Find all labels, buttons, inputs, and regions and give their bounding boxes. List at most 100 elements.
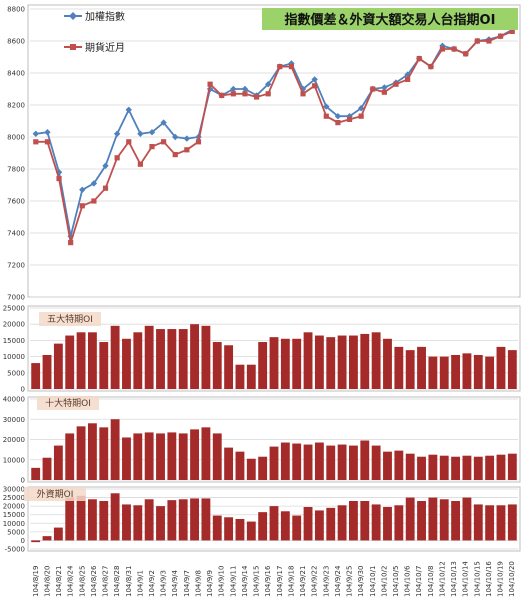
series-2-point [195,139,202,145]
series-1-point [311,76,318,83]
line-y-tick-label: 7000 [7,294,25,302]
x-tick-label: 104/10/5 [392,566,400,597]
x-tick-label: 104/9/4 [171,569,179,597]
bar [507,504,517,541]
bar [280,442,290,480]
series-2-point [474,38,480,44]
x-tick-label: 104/9/23 [322,566,330,597]
x-tick-label: 104/8/26 [90,565,98,597]
x-tick-label: 104/9/7 [183,570,191,597]
bar [303,332,313,389]
line-series-group [32,26,516,246]
legend: 加權指數 期貨近月 [64,10,125,54]
x-tick-label: 104/9/3 [160,570,168,597]
series-2-point [370,86,376,92]
bar [178,433,188,480]
bar [167,432,177,480]
x-tick-label: 104/8/19 [32,566,40,597]
bar [246,521,256,541]
series-1-point [404,71,411,78]
bar-panel-label-box [39,312,101,326]
bar-panels: 0500010000150002000025000五大特期OI010000200… [3,305,521,554]
series-1-point [183,135,191,142]
bar [42,536,52,541]
bar [258,342,268,389]
bar [451,501,461,541]
bar [326,337,336,389]
x-axis-labels: 104/8/19 104/8/20 104/8/21 104/8/24 104/8/25… [32,561,516,597]
bar [65,497,75,541]
bar [31,363,41,389]
series-2-point [405,76,411,82]
x-tick-label: 104/10/14 [462,561,470,597]
x-tick-label: 104/9/10 [218,566,226,597]
bar [42,457,52,480]
bar [417,346,426,389]
bar [76,426,86,480]
series-2-point [288,64,295,70]
x-tick-label: 104/10/19 [497,561,505,597]
series-2-point [497,33,504,39]
bar [31,540,41,543]
bar [326,507,336,541]
bar [280,338,290,389]
bar [485,356,495,389]
series-2-point [486,38,492,44]
series-2-point [126,139,132,145]
bar [269,337,279,389]
series-2-point [300,91,306,97]
bar-panel-label-box [24,487,86,501]
series-1-point [79,186,86,193]
line-y-tick-label: 8200 [7,102,25,110]
bar [349,445,358,480]
x-tick-label: 104/9/25 [346,566,354,597]
bar [383,451,392,480]
bar [87,332,97,389]
bar-y-tick-label: 30000 [3,486,25,494]
series-2-point [381,89,387,95]
bar [371,332,381,389]
x-tick-label: 104/9/18 [287,566,295,597]
bar [428,497,438,541]
series-2-point [44,139,51,145]
x-tick-label: 104/9/11 [229,566,237,597]
series-2-point [312,83,318,89]
bar [87,423,97,480]
bar [224,447,234,480]
bar [360,333,370,389]
series-line-2 [35,30,513,243]
x-tick-label: 104/10/20 [508,561,516,597]
bar [178,499,188,541]
series-1-point [357,105,365,112]
legend-label-2: 期貨近月 [85,41,125,54]
bar-y-tick-label: 20000 [3,436,25,444]
line-y-tick-label: 8600 [7,38,25,46]
bar-panel-label: 五大特期OI [47,313,93,325]
bar [394,346,404,389]
series-2-point [68,240,74,246]
series-1-point [125,106,132,113]
bar [65,335,75,389]
x-tick-label: 104/9/1 [136,570,144,597]
series-2-point [265,91,271,97]
bar [258,456,268,480]
bar-y-tick-label: 25000 [3,305,25,313]
bar [473,456,483,480]
x-tick-label: 104/9/24 [334,565,342,597]
legend-label-1: 加權指數 [85,10,125,23]
bar [269,446,279,480]
x-tick-label: 104/10/13 [450,561,458,597]
series-2-point [149,144,155,150]
line-y-tick-label: 7200 [7,262,25,270]
bar [110,493,120,541]
bar [349,335,358,389]
series-1-point [160,119,167,126]
series-2-point [277,64,283,70]
series-2-point [253,94,260,100]
x-tick-label: 104/8/28 [113,566,121,597]
bar-panel-2: 0 10000 20000 30000 40000 十大特期OI [3,396,521,485]
series-2-point [102,185,109,191]
x-tick-label: 104/9/30 [357,566,365,597]
bar [360,440,370,480]
series-1-point [323,103,330,110]
